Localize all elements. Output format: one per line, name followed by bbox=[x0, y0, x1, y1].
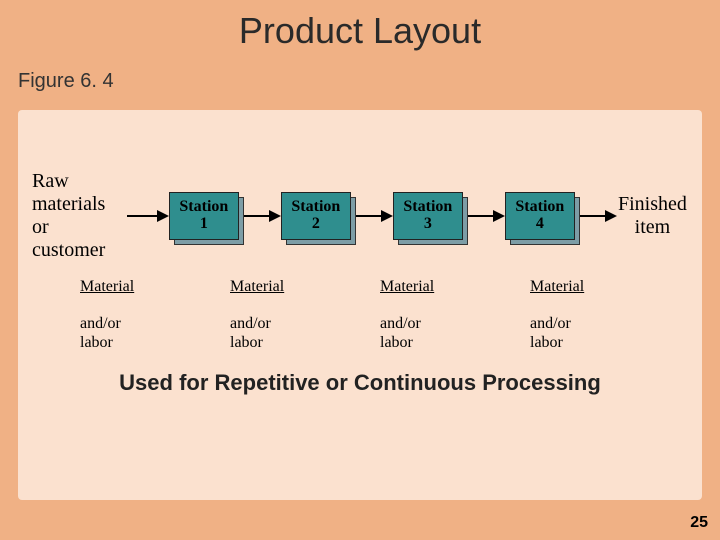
station-2: Station 2 bbox=[281, 192, 351, 240]
caption: Used for Repetitive or Continuous Proces… bbox=[40, 370, 680, 396]
material-label-underline: Material bbox=[380, 278, 434, 295]
input-label: Raw materials or customer bbox=[32, 170, 127, 262]
material-label-underline: Material bbox=[530, 278, 584, 295]
station-4: Station 4 bbox=[505, 192, 575, 240]
material-label-underline: Material bbox=[230, 278, 284, 295]
material-label-rest: and/or labor bbox=[530, 315, 571, 350]
arrow-icon bbox=[575, 208, 617, 224]
material-label: Material and/or labor bbox=[230, 260, 340, 352]
material-label: Material and/or labor bbox=[80, 260, 190, 352]
material-label-rest: and/or labor bbox=[380, 315, 421, 350]
station-box: Station 1 bbox=[169, 192, 239, 240]
station-chain: Station 1 Station 2 Station 3 St bbox=[127, 192, 617, 240]
figure-reference: Figure 6. 4 bbox=[18, 70, 114, 93]
material-label: Material and/or labor bbox=[380, 260, 490, 352]
flow-diagram: Raw materials or customer Station 1 Stat… bbox=[32, 170, 688, 262]
material-label-rest: and/or labor bbox=[230, 315, 271, 350]
station-3: Station 3 bbox=[393, 192, 463, 240]
material-label: Material and/or labor bbox=[530, 260, 640, 352]
arrow-icon bbox=[463, 208, 505, 224]
output-label: Finished item bbox=[617, 193, 688, 239]
arrow-icon bbox=[351, 208, 393, 224]
station-box: Station 3 bbox=[393, 192, 463, 240]
material-label-rest: and/or labor bbox=[80, 315, 121, 350]
station-box: Station 4 bbox=[505, 192, 575, 240]
material-label-underline: Material bbox=[80, 278, 134, 295]
page-title: Product Layout bbox=[0, 10, 720, 52]
slide-number: 25 bbox=[690, 514, 708, 532]
slide: Product Layout Figure 6. 4 Raw materials… bbox=[0, 0, 720, 540]
arrow-icon bbox=[239, 208, 281, 224]
materials-row: Material and/or labor Material and/or la… bbox=[80, 260, 640, 352]
station-box: Station 2 bbox=[281, 192, 351, 240]
arrow-icon bbox=[127, 208, 169, 224]
station-1: Station 1 bbox=[169, 192, 239, 240]
